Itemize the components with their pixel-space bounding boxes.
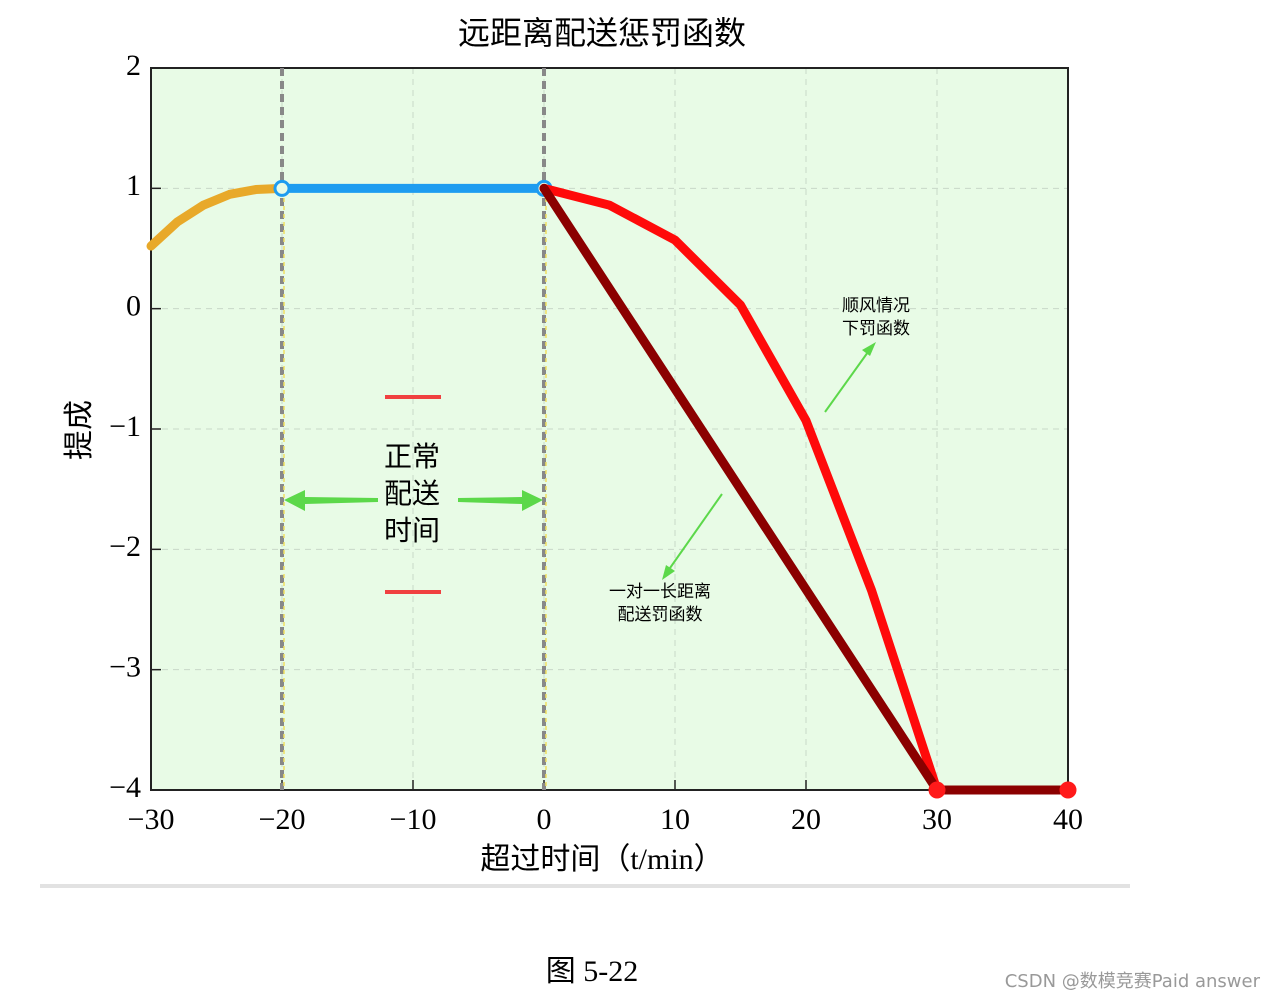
- chart-title: 远距离配送惩罚函数: [458, 14, 746, 52]
- y-tick-label: 0: [126, 290, 141, 323]
- annotation: 配送: [384, 477, 440, 510]
- point-marker: [928, 781, 946, 799]
- series-line: [146, 183, 287, 251]
- x-tick-label: 20: [791, 803, 821, 836]
- annotation: 正常: [384, 440, 440, 473]
- y-tick-label: −3: [109, 651, 141, 684]
- point-marker: [1059, 781, 1077, 799]
- arrow-head: [862, 342, 876, 356]
- x-tick-label: 10: [660, 803, 690, 836]
- annotation: 下罚函数: [842, 319, 910, 339]
- plot-frame: [150, 67, 1069, 791]
- arrow: [458, 490, 543, 511]
- annotation: 顺风情况: [842, 296, 910, 316]
- y-axis-label: 提成: [63, 400, 96, 460]
- x-tick-label: −30: [128, 803, 175, 836]
- arrow-head: [662, 565, 675, 580]
- x-tick-label: 40: [1053, 803, 1083, 836]
- y-tick-label: 1: [126, 169, 141, 202]
- series-line: [539, 183, 942, 795]
- y-tick-label: −1: [109, 410, 141, 443]
- annotation: 一对一长距离: [609, 582, 711, 602]
- x-axis-label: 超过时间（t/min）: [480, 843, 723, 876]
- arrow-shaft: [669, 493, 723, 569]
- y-tick-label: −4: [109, 771, 141, 804]
- point-marker: [273, 179, 291, 197]
- arrow-shaft: [824, 351, 869, 413]
- x-tick-label: −10: [390, 803, 437, 836]
- x-tick-label: 30: [922, 803, 952, 836]
- x-tick-label: −20: [259, 803, 306, 836]
- watermark: CSDN @数模竞赛Paid answer: [1005, 971, 1261, 992]
- y-tick-label: 2: [126, 49, 141, 82]
- caption: 图 5-22: [546, 955, 639, 988]
- y-tick-label: −2: [109, 530, 141, 563]
- arrow: [284, 490, 378, 511]
- series-line: [539, 183, 942, 795]
- annotation: 时间: [384, 514, 440, 547]
- x-tick-label: 0: [537, 803, 552, 836]
- annotation: 配送罚函数: [618, 605, 703, 625]
